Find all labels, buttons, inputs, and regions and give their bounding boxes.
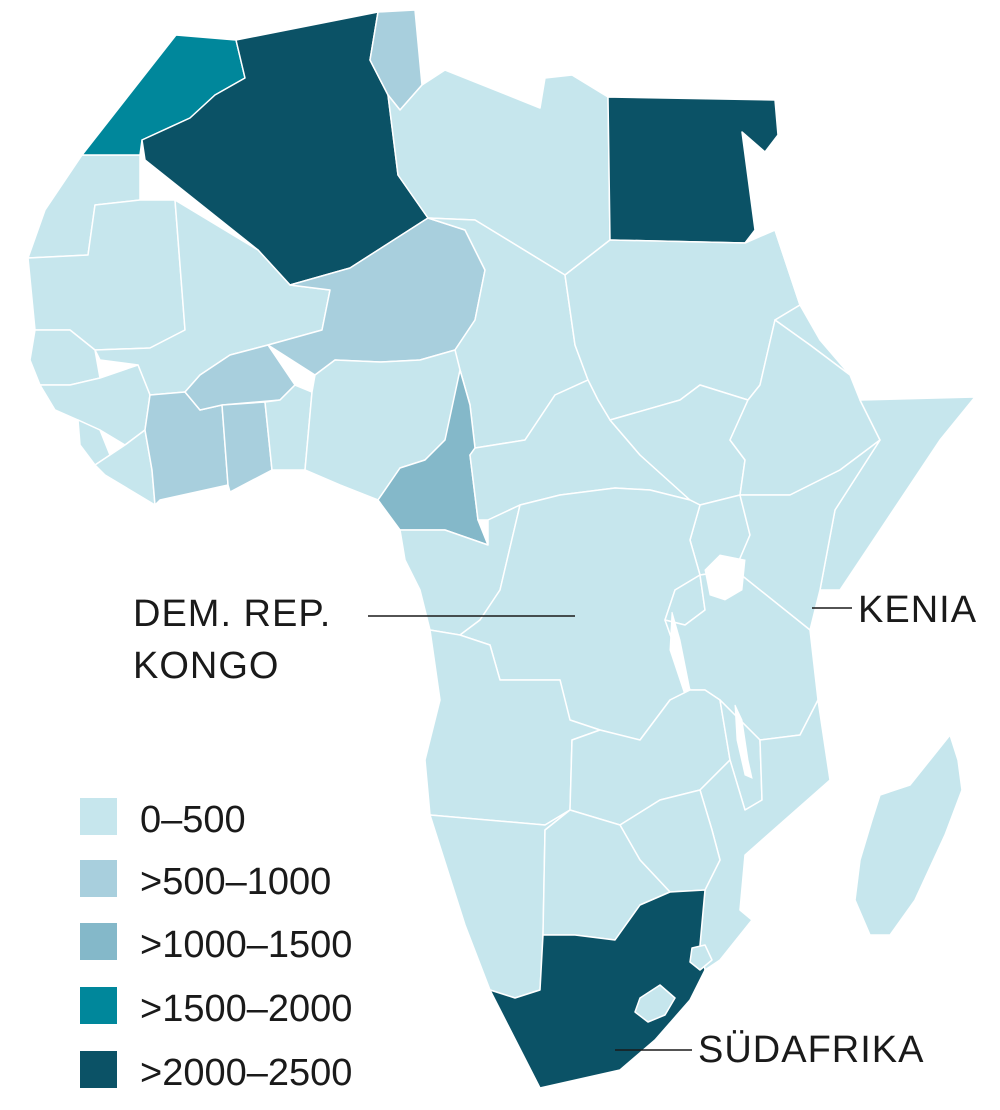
legend-item: >500–1000 [80,860,331,903]
lake-malawi [734,704,753,779]
legend-label: >1500–2000 [140,988,352,1030]
lake-victoria [704,554,746,601]
kenya-label: KENIA [858,589,977,631]
legend-label: 0–500 [140,799,246,841]
legend-item: >1000–1500 [80,923,352,966]
drc-label-line2: KONGO [133,645,279,687]
lake-tanganyika [669,611,691,693]
legend-swatch [80,987,117,1024]
legend-swatch [80,860,117,897]
legend: 0–500 >500–1000 >1000–1500 >1500–2000 >2… [80,798,352,1094]
legend-swatch [80,1051,117,1088]
legend-swatch [80,798,117,835]
south-africa-label: SÜDAFRIKA [698,1029,924,1071]
legend-item: >2000–2500 [80,1051,352,1094]
region-egypt [607,96,779,244]
legend-item: 0–500 [80,798,246,841]
legend-item: >1500–2000 [80,987,352,1030]
region-south-africa [489,889,706,1089]
drc-label-line1: DEM. REP. [133,593,331,635]
region-ghana [221,401,273,493]
legend-swatch [80,923,117,960]
legend-label: >2000–2500 [140,1052,352,1094]
region-ivory-coast [144,391,229,506]
region-lesotho [634,984,676,1023]
region-madagascar [854,734,963,936]
region-kenya [734,439,881,631]
legend-label: >500–1000 [140,861,331,903]
region-eswatini [689,944,713,971]
legend-label: >1000–1500 [140,924,352,966]
